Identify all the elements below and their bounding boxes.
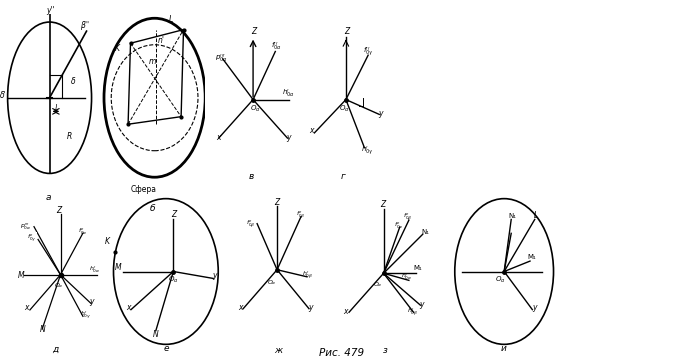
Text: N: N <box>153 331 158 340</box>
Text: y: y <box>378 109 383 118</box>
Text: $f_{0\alpha}''$: $f_{0\alpha}''$ <box>394 220 404 231</box>
Text: $f_{0\alpha}''$: $f_{0\alpha}''$ <box>77 226 88 237</box>
Text: $f_{0\gamma}''$: $f_{0\gamma}''$ <box>27 232 37 244</box>
Text: Z: Z <box>171 210 176 219</box>
Text: б: б <box>150 204 155 213</box>
Text: $h_{0\alpha}'$: $h_{0\alpha}'$ <box>89 265 101 275</box>
Text: и: и <box>501 344 507 353</box>
Text: $h_{0\alpha}'$: $h_{0\alpha}'$ <box>401 272 412 282</box>
Text: δ: δ <box>70 77 75 86</box>
Text: M₁: M₁ <box>527 254 536 260</box>
Text: y: y <box>89 296 94 306</box>
Text: Рис. 479: Рис. 479 <box>319 348 365 358</box>
Text: в: в <box>249 172 254 181</box>
Text: $h_{0\beta}'$: $h_{0\beta}'$ <box>302 270 313 281</box>
Text: L: L <box>534 211 538 220</box>
Text: д: д <box>53 345 59 354</box>
Text: Z: Z <box>344 28 350 37</box>
Text: R: R <box>67 132 73 142</box>
Text: y: y <box>419 300 424 308</box>
Text: $f_{0\beta}''$: $f_{0\beta}''$ <box>296 209 306 221</box>
Text: δ': δ' <box>0 91 7 100</box>
Text: l: l <box>55 104 57 113</box>
Text: x: x <box>309 126 313 135</box>
Text: е: е <box>163 344 169 353</box>
Text: N₁: N₁ <box>421 229 430 235</box>
Text: $f_{0\beta}''$: $f_{0\beta}''$ <box>246 219 256 230</box>
Text: $h_{0\alpha}'$: $h_{0\alpha}'$ <box>282 88 295 100</box>
Text: y: y <box>286 133 291 142</box>
Text: y: y <box>308 303 313 312</box>
Text: а: а <box>45 193 51 202</box>
Text: y: y <box>532 303 537 312</box>
Text: Z: Z <box>380 201 385 209</box>
Text: K: K <box>105 237 110 246</box>
Text: M: M <box>114 263 121 272</box>
Text: ж: ж <box>274 346 282 355</box>
Text: M: M <box>18 271 25 280</box>
Text: Сфера: Сфера <box>131 185 157 194</box>
Text: $f_{0\alpha}''$: $f_{0\alpha}''$ <box>26 235 36 245</box>
Text: $f_{0\alpha}''$: $f_{0\alpha}''$ <box>272 42 282 54</box>
Text: y: y <box>212 272 217 281</box>
Text: Z: Z <box>274 198 279 207</box>
Text: K: K <box>115 44 120 53</box>
Text: $O_\alpha$: $O_\alpha$ <box>55 282 64 290</box>
Text: $p_{0\alpha}'''$: $p_{0\alpha}'''$ <box>20 222 31 232</box>
Text: г: г <box>341 172 345 181</box>
Text: x: x <box>126 303 131 312</box>
Text: $O_\alpha$: $O_\alpha$ <box>339 104 350 114</box>
Text: M₁: M₁ <box>414 265 422 272</box>
Text: $O_\alpha$: $O_\alpha$ <box>495 275 505 285</box>
Text: x: x <box>216 133 220 142</box>
Text: $\beta$'': $\beta$'' <box>80 19 90 32</box>
Text: Z: Z <box>56 206 62 215</box>
Text: m: m <box>148 57 156 66</box>
Text: N: N <box>40 325 46 334</box>
Text: x: x <box>343 307 347 316</box>
Text: $O_\alpha$: $O_\alpha$ <box>250 104 261 114</box>
Text: $O_\alpha$: $O_\alpha$ <box>373 280 383 289</box>
Text: L: L <box>169 15 173 24</box>
Text: x: x <box>24 303 28 312</box>
Text: $f_{0\beta}''$: $f_{0\beta}''$ <box>403 211 412 223</box>
Text: з: з <box>382 346 387 355</box>
Text: $h_{0\gamma}'$: $h_{0\gamma}'$ <box>361 145 374 158</box>
Text: n': n' <box>158 36 165 45</box>
Text: у'': у'' <box>47 6 55 15</box>
Text: $f_{0\gamma}''$: $f_{0\gamma}''$ <box>363 46 373 59</box>
Text: x: x <box>238 303 242 312</box>
Text: $O_\alpha$: $O_\alpha$ <box>267 278 277 287</box>
Text: $h_{0\beta}'$: $h_{0\beta}'$ <box>406 307 418 318</box>
Text: $O_\alpha$: $O_\alpha$ <box>168 275 179 285</box>
Text: $h_{0\gamma}'$: $h_{0\gamma}'$ <box>80 309 92 321</box>
Text: $p_{0\alpha}'''$: $p_{0\alpha}'''$ <box>215 53 227 65</box>
Text: N₁: N₁ <box>509 213 517 219</box>
Text: Z: Z <box>251 28 256 37</box>
